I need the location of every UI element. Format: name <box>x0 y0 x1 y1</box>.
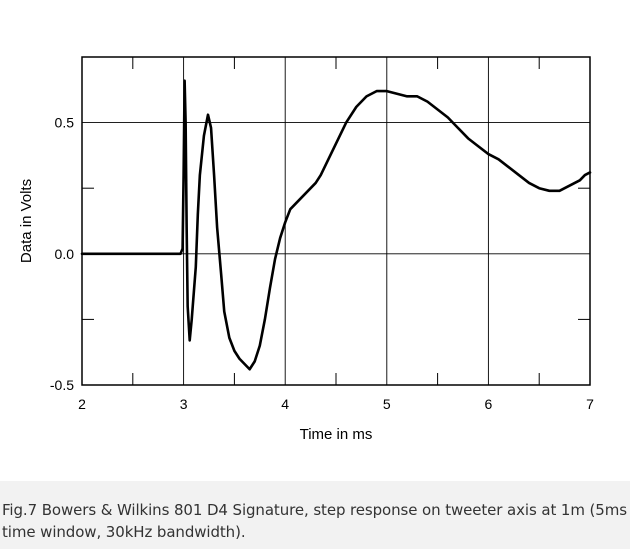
y-axis-title: Data in Volts <box>18 179 35 263</box>
x-tick-label: 6 <box>485 396 493 412</box>
x-tick-label: 5 <box>383 396 391 412</box>
y-tick-label: 0.5 <box>55 115 75 131</box>
figure-caption: Fig.7 Bowers & Wilkins 801 D4 Signature,… <box>2 501 627 541</box>
x-tick-label: 3 <box>180 396 188 412</box>
x-tick-label: 4 <box>281 396 289 412</box>
series-layer <box>80 79 592 371</box>
axis-ticks <box>82 57 590 385</box>
y-tick-label: -0.5 <box>50 377 74 393</box>
x-axis-title: Time in ms <box>300 426 373 443</box>
plot-frame <box>81 56 591 386</box>
series-line-0 <box>80 79 592 371</box>
y-tick-label: 0.0 <box>55 246 75 262</box>
chart-area: 2 3 4 5 6 7 -0.5 0.0 0.5 Time in ms Data in Vol… <box>18 56 594 443</box>
figure-caption-box: Fig.7 Bowers & Wilkins 801 D4 Signature,… <box>0 481 630 549</box>
x-tick-labels: 2 3 4 5 6 7 <box>78 396 594 412</box>
y-tick-labels: -0.5 0.0 0.5 <box>50 115 74 393</box>
grid-lines <box>82 57 590 385</box>
x-tick-label: 2 <box>78 396 86 412</box>
x-tick-label: 7 <box>586 396 594 412</box>
step-response-chart: 2 3 4 5 6 7 -0.5 0.0 0.5 Time in ms Data in Vol… <box>18 56 594 443</box>
